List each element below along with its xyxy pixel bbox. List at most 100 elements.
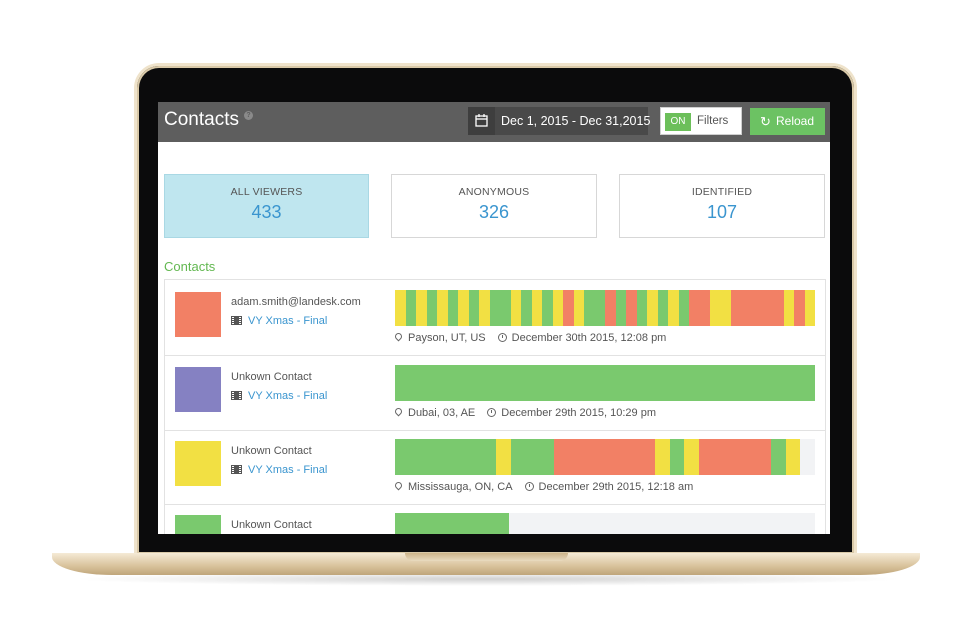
timeline-segment [437, 290, 448, 326]
contact-time: December 29th 2015, 10:29 pm [501, 407, 656, 419]
calendar-icon[interactable] [468, 107, 495, 135]
contact-row[interactable]: adam.smith@landesk.com VY Xmas - Final P… [165, 280, 825, 356]
page-title: Contacts [164, 109, 239, 130]
timeline-segment [623, 513, 644, 534]
contact-name[interactable]: adam.smith@landesk.com [231, 296, 361, 308]
timeline-segment [785, 439, 801, 475]
timeline-segment [720, 290, 731, 326]
stat-card-all-viewers[interactable]: ALL VIEWERS 433 [164, 174, 369, 238]
timeline-segment [742, 439, 757, 475]
watch-timeline [395, 290, 815, 326]
timeline-segment [510, 290, 521, 326]
timeline-segment [452, 513, 472, 534]
timeline-segment [657, 290, 668, 326]
timeline-segment [727, 439, 743, 475]
stat-card-anonymous[interactable]: ANONYMOUS 326 [391, 174, 597, 238]
contact-meta: Dubai, 03, AE December 29th 2015, 10:29 p… [393, 406, 656, 419]
stat-value: 326 [478, 202, 510, 222]
timeline-segment [699, 290, 710, 326]
timeline-segment [584, 290, 595, 326]
contacts-list: adam.smith@landesk.com VY Xmas - Final P… [164, 279, 826, 534]
laptop-notch [405, 553, 568, 561]
timeline-segment [458, 290, 469, 326]
timeline-segment [552, 290, 563, 326]
contact-row[interactable]: Unkown Contact VY Xmas - Final Mississau… [165, 429, 825, 505]
timeline-segment [395, 290, 406, 326]
date-range-picker[interactable]: Dec 1, 2015 - Dec 31,2015 [468, 107, 650, 135]
timeline-segment [626, 290, 637, 326]
timeline-segment [471, 513, 491, 534]
contact-meta: Mississauga, ON, CA December 29th 2015, 1… [393, 480, 694, 493]
timeline-segment [605, 290, 616, 326]
timeline-segment [479, 290, 490, 326]
timeline-segment [467, 439, 482, 475]
timeline-segment [756, 439, 772, 475]
filters-on-pill[interactable]: ON [665, 113, 691, 131]
timeline-segment [510, 439, 526, 475]
timeline-segment [489, 290, 500, 326]
video-link[interactable]: VY Xmas - Final [248, 315, 328, 327]
timeline-segment [539, 439, 555, 475]
reload-label: Reload [776, 114, 815, 128]
timeline-segment [521, 290, 532, 326]
timeline-segment [496, 439, 511, 475]
timeline-segment [583, 439, 598, 475]
clock-icon [487, 408, 497, 417]
video-link[interactable]: VY Xmas - Final [248, 390, 328, 402]
video-link[interactable]: VY Xmas - Final [248, 464, 328, 476]
location-pin-icon [393, 406, 404, 417]
timeline-segment [738, 513, 758, 534]
timeline-segment [414, 513, 434, 534]
location-pin-icon [393, 480, 404, 491]
timeline-segment [547, 513, 567, 534]
stat-value: 107 [706, 202, 738, 222]
timeline-segment [713, 439, 728, 475]
timeline-segment [795, 513, 815, 534]
filters-toggle[interactable]: ON Filters [660, 107, 742, 135]
timeline-segment [771, 439, 786, 475]
timeline-segment [542, 290, 553, 326]
stat-label: ALL VIEWERS [230, 186, 303, 198]
timeline-segment [640, 439, 656, 475]
timeline-segment [395, 513, 415, 534]
timeline-segment [573, 290, 584, 326]
timeline-segment [438, 439, 453, 475]
timeline-segment [597, 439, 613, 475]
timeline-segment [647, 290, 658, 326]
reload-button[interactable]: ↻ Reload [750, 108, 825, 135]
timeline-segment [500, 290, 511, 326]
floor-shadow [70, 572, 905, 586]
timeline-segment [668, 290, 679, 326]
contact-name[interactable]: Unkown Contact [231, 519, 312, 531]
contact-name[interactable]: Unkown Contact [231, 445, 312, 457]
contact-row[interactable]: Unkown Contact VY Xmas - Final Dubai, 03… [165, 355, 825, 431]
timeline-segment [481, 439, 497, 475]
top-bar: Contacts ? Dec 1, 2015 - Dec 31,2015 ON … [158, 102, 830, 142]
contact-time: December 29th 2015, 12:18 am [538, 481, 694, 493]
stat-label: ANONYMOUS [458, 186, 530, 198]
contact-row[interactable]: Unkown Contact [165, 503, 825, 534]
timeline-segment [794, 290, 805, 326]
timeline-segment [409, 439, 424, 475]
timeline-segment [636, 290, 647, 326]
help-circle-icon[interactable]: ? [244, 111, 253, 120]
timeline-segment [423, 439, 439, 475]
location-pin-icon [393, 331, 404, 342]
timeline-segment [554, 439, 569, 475]
stat-label: IDENTIFIED [691, 186, 753, 198]
timeline-segment [681, 513, 701, 534]
timeline-segment [531, 290, 542, 326]
timeline-segment [452, 439, 468, 475]
timeline-segment [426, 290, 437, 326]
contact-name[interactable]: Unkown Contact [231, 371, 312, 383]
timeline-segment [689, 290, 700, 326]
timeline-segment [752, 290, 763, 326]
clock-icon [497, 333, 507, 342]
contact-location: Dubai, 03, AE [408, 407, 476, 419]
stat-card-identified[interactable]: IDENTIFIED 107 [619, 174, 825, 238]
timeline-segment [416, 290, 427, 326]
watch-timeline [395, 513, 815, 534]
timeline-segment [643, 513, 663, 534]
timeline-segment [710, 290, 721, 326]
timeline-segment [700, 513, 720, 534]
